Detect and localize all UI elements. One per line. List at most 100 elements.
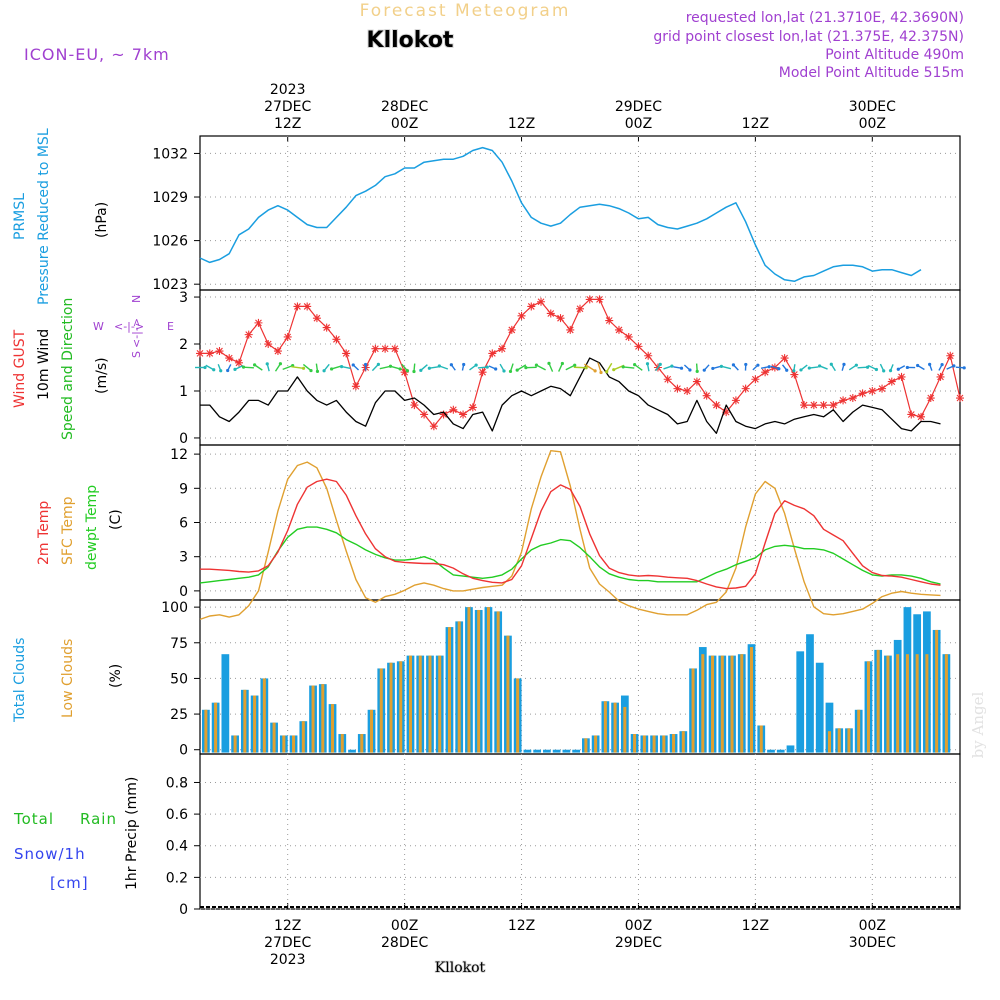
wind-arrow-head <box>854 363 858 367</box>
time-label-top: 30DEC <box>849 99 896 115</box>
low-cloud-bar <box>360 734 364 753</box>
wind-arrow-head <box>419 368 423 372</box>
wind-gust-marker <box>614 325 623 334</box>
grid-point-coords: grid point closest lon,lat (21.375E, 42.… <box>653 29 964 45</box>
station-title: Kllokot <box>367 28 454 53</box>
low-cloud-bar <box>457 621 461 753</box>
wind-arrow-head <box>599 370 603 375</box>
wind-arrow-head <box>494 367 498 371</box>
pressure-unit: (hPa) <box>94 202 110 238</box>
precip-tick-label: 0.8 <box>166 775 188 791</box>
wind-gust-marker <box>254 318 263 327</box>
wind-arrow-head <box>829 362 833 366</box>
pressure-line <box>199 146 922 283</box>
point-altitude: Point Altitude 490m <box>825 47 964 63</box>
low-cloud-bar <box>243 689 247 753</box>
low-cloud-bar <box>925 654 929 753</box>
low-cloud-bar <box>672 734 676 753</box>
low-cloud-bar <box>447 627 451 753</box>
low-cloud-bar <box>594 735 598 753</box>
precip-cm-label: [cm] <box>50 874 89 892</box>
wind-tick-label: 1 <box>179 384 188 400</box>
wind-series <box>195 295 966 434</box>
wind-arrow-head <box>573 363 577 367</box>
clouds-unit: (%) <box>108 664 124 688</box>
low-cloud-bar <box>759 725 763 753</box>
product-title: Forecast Meteogram <box>360 1 571 21</box>
wind-10m-line <box>200 357 941 434</box>
dewpt-temp-line <box>199 526 941 585</box>
wind-gust-marker <box>829 401 838 410</box>
wind-arrow-head <box>842 362 846 366</box>
wind-gust-marker <box>205 349 214 358</box>
wind-arrow-head <box>363 362 368 367</box>
wind-arrow-head <box>679 366 684 370</box>
low-cloud-bar <box>418 655 422 753</box>
low-cloud-bar <box>944 654 948 753</box>
wind-gust-marker <box>498 344 507 353</box>
wind-tick-label: 0 <box>179 431 188 447</box>
total-cloud-bar <box>796 651 805 753</box>
time-label-top: 27DEC <box>264 99 311 115</box>
requested-coords: requested lon,lat (21.3710E, 42.3690N) <box>686 10 964 26</box>
wind-arrow-head <box>449 363 453 367</box>
wind-gust-marker <box>585 295 594 304</box>
wind-arrow-head <box>777 367 781 371</box>
wind-arrow-head <box>233 367 237 371</box>
wind-arrow-head <box>711 366 715 371</box>
low-cloud-bar <box>886 655 890 753</box>
pressure-series <box>199 146 922 283</box>
low-cloud-bar <box>477 609 481 753</box>
low-cloud-bar <box>331 704 335 753</box>
wind-gust-marker <box>926 394 935 403</box>
low-cloud-bar <box>282 735 286 753</box>
low-cloud-bar <box>662 735 666 753</box>
low-cloud-bar <box>408 655 412 753</box>
wind-arrow-head <box>888 369 893 373</box>
total-cloud-bar <box>221 654 230 753</box>
time-label-top: 2023 <box>270 82 306 98</box>
low-cloud-bar <box>623 706 627 753</box>
wind-gust-marker <box>683 386 692 395</box>
wind-gust-marker <box>293 302 302 311</box>
sfc-temp-line <box>199 450 941 621</box>
total-cloud-bar <box>533 749 542 753</box>
total-cloud-bar <box>776 749 785 753</box>
wind-arrow-head <box>928 362 932 366</box>
time-label-top: 00Z <box>391 116 418 132</box>
y-tick-labels: 10231026102910320123036912025507510000.2… <box>152 146 200 918</box>
wind-arrow-head <box>905 365 909 370</box>
wind-gust-marker <box>390 344 399 353</box>
wind-arrow-head <box>882 369 886 373</box>
wind-gust-marker <box>283 332 292 341</box>
wind-gust-marker <box>731 396 740 405</box>
wind-arrow-head <box>645 362 650 366</box>
total-cloud-bar <box>348 749 356 753</box>
wind-gust-marker <box>371 344 380 353</box>
wind-gust-marker <box>702 391 711 400</box>
total-cloud-bar <box>562 749 571 753</box>
precip-unit: 1hr Precip (mm) <box>124 777 140 890</box>
wind-gust-marker <box>576 304 584 313</box>
wind-direction-arrow <box>302 363 312 372</box>
wind-arrow-head <box>865 365 870 369</box>
wind-direction-arrow <box>379 365 391 370</box>
total-cloud-bar <box>815 662 824 753</box>
wind-arrow-head <box>744 362 748 367</box>
precip-rain-label: Rain <box>80 810 117 828</box>
time-label-top: 00Z <box>625 116 652 132</box>
wind-arrow-head <box>719 364 723 368</box>
low-cloud-bar <box>233 735 237 753</box>
wind-arrow-head <box>301 366 306 370</box>
wind-gust-marker <box>244 330 253 339</box>
wind-gust-marker <box>809 401 818 410</box>
precip-tick-label: 0.4 <box>166 839 188 855</box>
low-cloud-bar <box>370 709 374 753</box>
low-cloud-bar <box>204 709 208 753</box>
low-cloud-bar <box>340 734 344 753</box>
wind-gust-marker <box>332 335 341 344</box>
wind-gust-marker <box>761 368 770 377</box>
wind-gust-marker <box>488 349 497 358</box>
wind-arrow-head <box>593 369 597 373</box>
